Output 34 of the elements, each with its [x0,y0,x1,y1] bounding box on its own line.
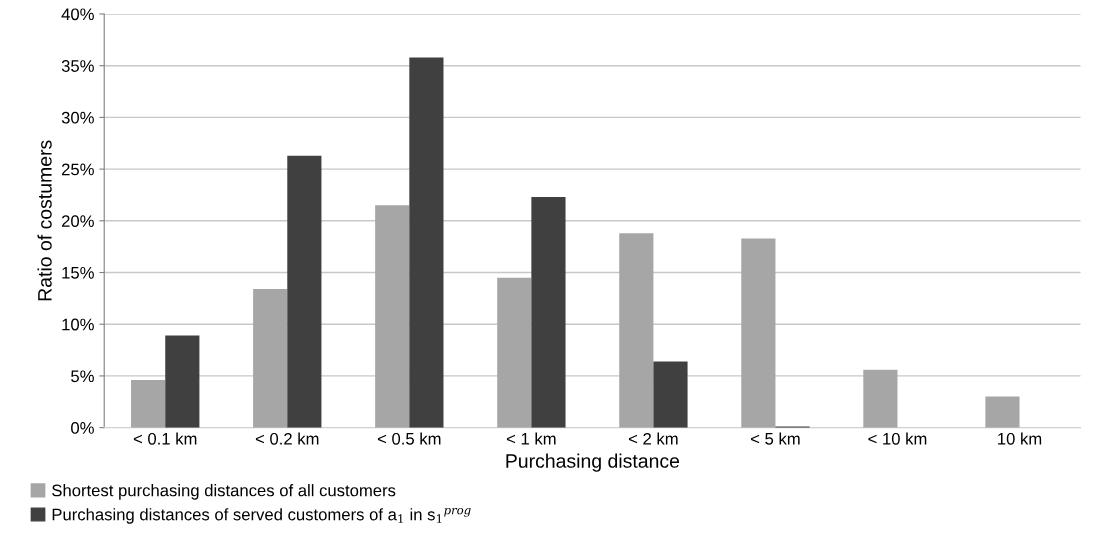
x-tick-label: 10 km [998,432,1042,445]
x-tick-label: < 1 km [506,432,556,445]
bar [531,197,566,428]
bar [985,396,1020,428]
y-tick-label: 25% [61,163,94,176]
y-tick-label: 10% [62,318,94,331]
x-axis-title: Purchasing distance [506,453,680,472]
bar [741,238,776,428]
bar [253,289,288,428]
y-tick-label: 5% [71,370,94,383]
bar [653,361,688,428]
x-tick-label: < 0.5 km [377,432,441,445]
bar [619,233,654,428]
y-tick-label: 35% [61,60,94,72]
x-tick-label: < 5 km [751,432,800,445]
bar [497,277,532,428]
x-tick-label: < 2 km [628,432,678,445]
legend-label: Shortest purchasing distances of all customers [52,484,396,500]
y-tick-label: 15% [62,266,94,279]
y-axis-title: Ratio of costumers [37,140,52,301]
bar [131,380,166,428]
y-tick-label: 20% [61,215,94,228]
y-tick-label: 30% [61,111,94,124]
x-tick-label: < 0.2 km [255,432,319,445]
x-tick-label: < 10 km [868,432,927,445]
bar [409,57,444,428]
x-tick-label: < 0.1 km [133,432,197,445]
bar [863,369,898,428]
y-tick-label: 40% [61,8,94,21]
bar [165,335,200,428]
y-tick-label: 0% [71,422,94,434]
bar [375,205,410,428]
legend-label: Purchasing distances of served customers of a$_{1}$ in s$_{1}$$^{prog}$ [52,507,471,524]
bar [287,155,322,428]
